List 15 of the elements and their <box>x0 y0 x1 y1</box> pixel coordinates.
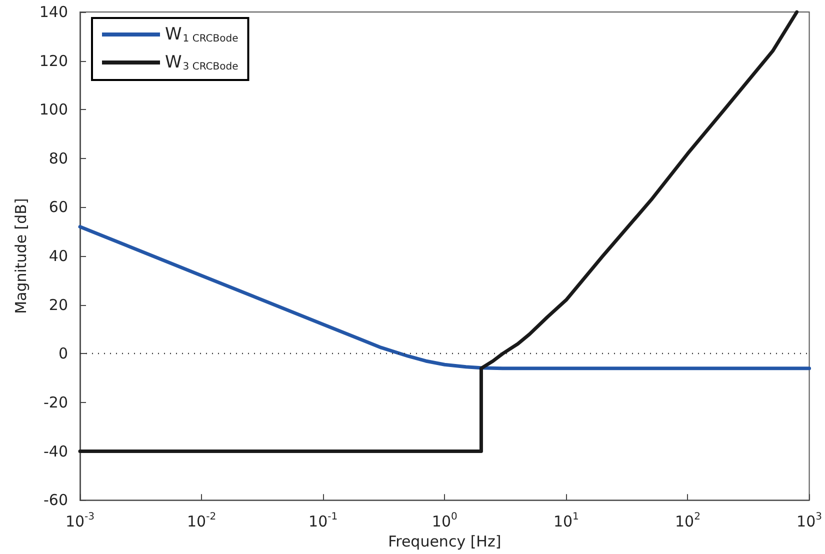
y-tick-label: 20 <box>48 296 68 314</box>
y-axis-title: Magnitude [dB] <box>12 198 30 314</box>
y-tick-label: -60 <box>44 491 68 510</box>
y-tick-label: 120 <box>39 52 68 70</box>
y-tick-label: -20 <box>44 393 68 412</box>
y-tick-label: 140 <box>39 3 68 21</box>
legend-label: W1 CRCBode <box>165 24 238 44</box>
y-tick-label: 0 <box>58 344 68 363</box>
y-tick-label: 40 <box>48 247 68 266</box>
legend-label: W3 CRCBode <box>165 52 238 72</box>
y-tick-label: 60 <box>48 198 68 216</box>
y-tick-label: 100 <box>39 100 68 119</box>
y-tick-label: 80 <box>48 149 68 168</box>
y-tick-label: -40 <box>44 442 68 460</box>
x-axis-title: Frequency [Hz] <box>388 532 502 550</box>
